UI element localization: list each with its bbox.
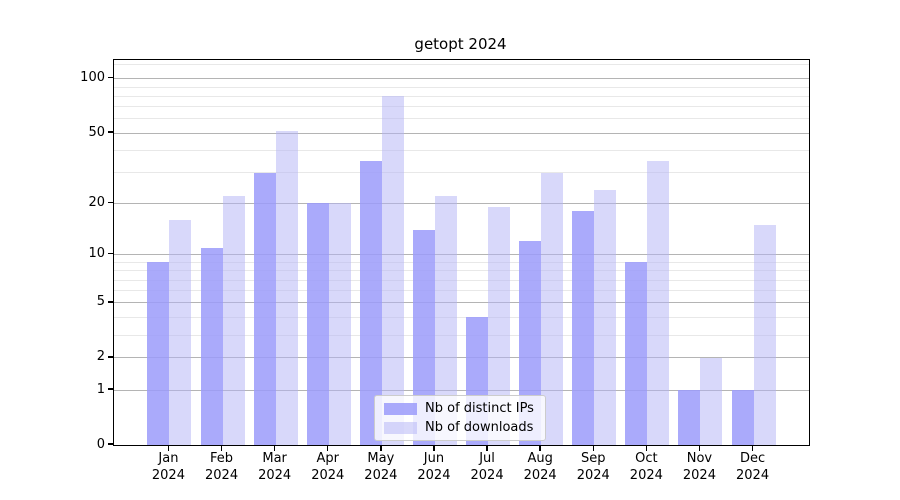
x-tick-mark (486, 445, 488, 451)
legend: Nb of distinct IPs Nb of downloads (374, 395, 546, 441)
bar-distinct-ips (731, 390, 754, 445)
bar-downloads (434, 196, 457, 445)
x-tick-label: May 2024 (364, 451, 398, 483)
bar-distinct-ips (412, 230, 435, 445)
x-tick-label: Apr 2024 (311, 451, 345, 483)
gridline-minor (114, 270, 809, 272)
x-tick-mark (433, 445, 435, 451)
x-tick-mark (698, 445, 701, 451)
y-tick-label: 2 (96, 349, 105, 365)
y-tick-mark (108, 131, 113, 133)
y-tick-mark (108, 253, 113, 255)
legend-item-downloads: Nb of downloads (375, 420, 545, 435)
bar-distinct-ips (147, 262, 170, 445)
plot-area: Nb of distinct IPs Nb of downloads (113, 59, 810, 446)
gridline-major (114, 389, 809, 391)
gridline-minor (114, 106, 809, 108)
x-tick-mark (539, 445, 541, 451)
bar-distinct-ips (519, 241, 542, 445)
x-tick-mark (380, 445, 382, 451)
gridline-minor (114, 118, 809, 120)
bar-distinct-ips (253, 172, 276, 445)
y-tick-label: 10 (88, 246, 105, 262)
x-tick-label: Oct 2024 (629, 451, 663, 483)
bar-downloads (753, 225, 776, 445)
x-tick-label: Jun 2024 (417, 451, 451, 483)
gridline-minor (114, 290, 809, 292)
bar-distinct-ips (359, 160, 382, 445)
legend-label-downloads: Nb of downloads (425, 420, 534, 435)
bar-downloads (541, 172, 564, 445)
y-tick-mark (108, 356, 113, 358)
y-tick-label: 0 (96, 436, 105, 452)
x-tick-label: Jul 2024 (470, 451, 504, 483)
legend-swatch-downloads (384, 421, 417, 434)
x-tick-mark (273, 445, 276, 451)
gridline-minor (114, 95, 809, 97)
x-tick-mark (327, 445, 329, 451)
y-tick-mark (108, 77, 113, 79)
y-tick-label: 100 (80, 70, 105, 86)
x-tick-mark (592, 445, 594, 451)
gridline-minor (114, 86, 809, 88)
bar-downloads (700, 357, 723, 445)
gridline-minor (114, 316, 809, 318)
x-tick-label: Jan 2024 (151, 451, 185, 483)
bar-downloads (647, 160, 670, 445)
bar-downloads (169, 220, 192, 445)
y-tick-mark (108, 388, 113, 390)
y-tick-label: 20 (88, 194, 105, 210)
y-tick-label: 1 (96, 381, 105, 397)
y-tick-mark (108, 443, 113, 445)
x-tick-mark (751, 445, 754, 451)
bar-downloads (488, 207, 511, 445)
gridline-major (114, 357, 809, 359)
bar-distinct-ips (200, 247, 223, 445)
x-tick-mark (167, 445, 170, 451)
y-tick-mark (108, 201, 113, 204)
bar-distinct-ips (625, 262, 648, 445)
y-tick-label: 50 (88, 124, 105, 140)
bar-downloads (275, 131, 298, 445)
bar-distinct-ips (306, 203, 329, 445)
x-tick-label: Aug 2024 (523, 451, 557, 483)
bar-downloads (381, 96, 404, 445)
y-tick-label: 5 (96, 294, 105, 310)
bar-downloads (594, 189, 617, 445)
gridline-major (114, 78, 809, 80)
gridline-major (114, 302, 809, 304)
y-tick-mark (108, 301, 113, 303)
gridline-minor (114, 261, 809, 263)
gridline-major (114, 132, 809, 134)
gridline-minor (114, 334, 809, 336)
bar-downloads (328, 203, 351, 445)
chart-title: getopt 2024 (414, 35, 507, 53)
bar-distinct-ips (678, 390, 701, 445)
x-tick-label: Feb 2024 (205, 451, 239, 483)
gridline-minor (114, 279, 809, 281)
gridline-minor (114, 172, 809, 174)
gridline-major (114, 254, 809, 256)
gridline-minor (114, 149, 809, 151)
legend-item-distinct-ips: Nb of distinct IPs (375, 401, 545, 416)
x-tick-mark (645, 445, 648, 451)
x-tick-label: Sep 2024 (576, 451, 610, 483)
gridline-major (114, 202, 809, 204)
x-tick-label: Mar 2024 (258, 451, 292, 483)
x-tick-mark (220, 445, 223, 451)
legend-swatch-distinct-ips (384, 402, 417, 415)
bar-distinct-ips (572, 211, 595, 445)
legend-label-distinct-ips: Nb of distinct IPs (425, 401, 534, 416)
x-tick-label: Dec 2024 (736, 451, 770, 483)
bar-downloads (222, 196, 245, 445)
gridline-minor (114, 63, 809, 65)
x-tick-label: Nov 2024 (682, 451, 716, 483)
